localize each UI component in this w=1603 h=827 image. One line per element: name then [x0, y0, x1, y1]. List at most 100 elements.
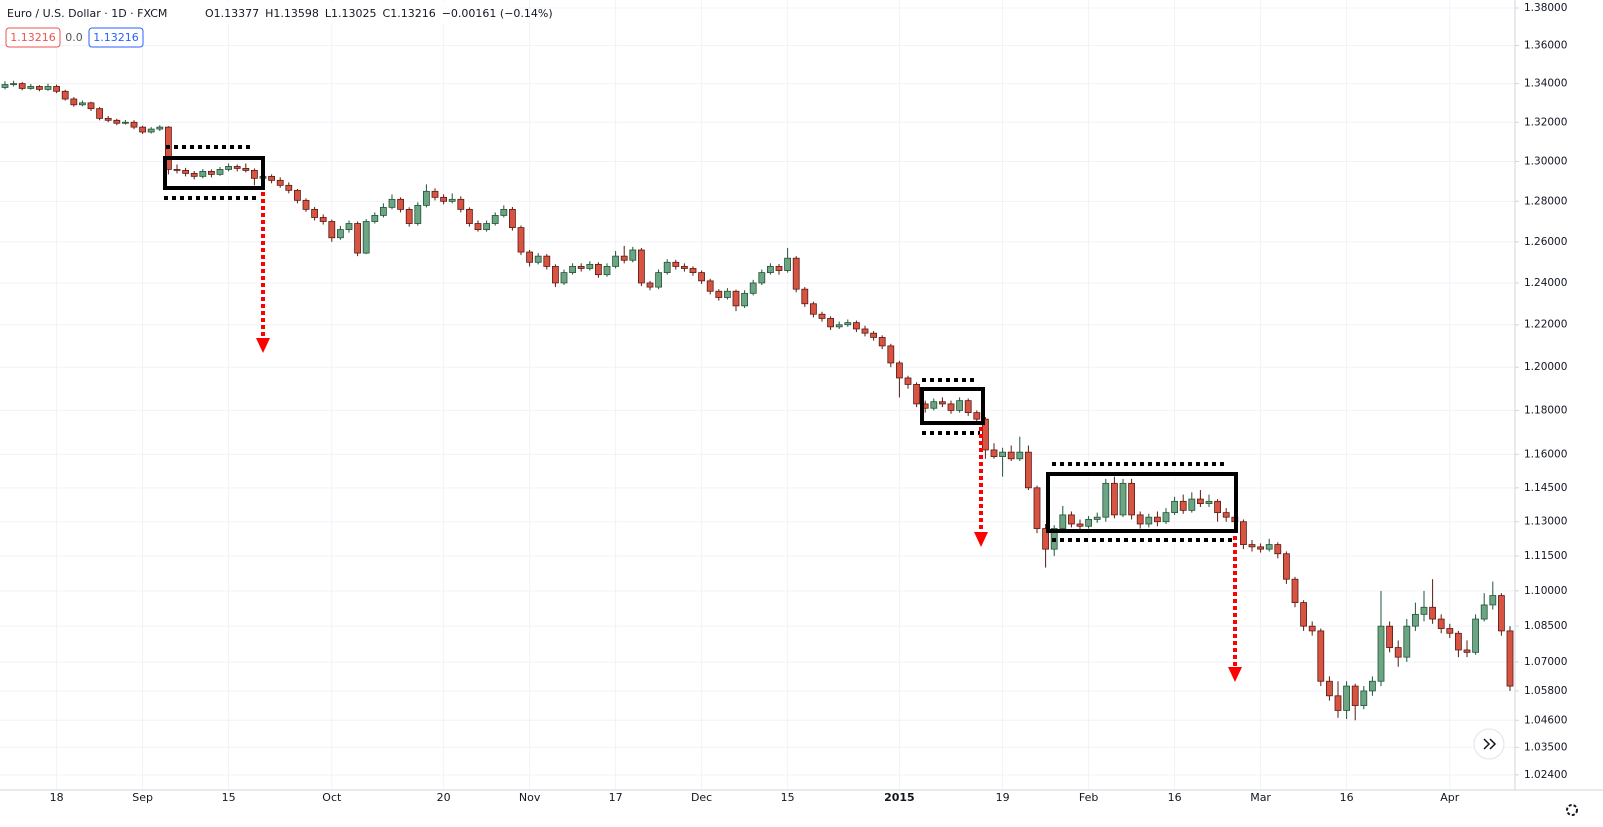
y-tick-label: 1.03500 [1524, 741, 1567, 753]
candle-body [792, 257, 800, 290]
candle-body [827, 318, 834, 328]
x-tick-label: Dec [691, 791, 712, 804]
candle-body [672, 261, 680, 267]
readout-value: O1.13377 [205, 7, 259, 20]
axes: 1.38000 1.36000 1.34000 1.32000 1.30000 1.280… [50, 2, 1568, 804]
candle-body [577, 266, 585, 269]
candle-body [1351, 685, 1359, 706]
candle-body [87, 102, 95, 110]
y-tick-label: 1.36000 [1524, 40, 1567, 52]
candle-body [431, 190, 439, 198]
candle-body [663, 261, 671, 274]
y-tick-label: 1.38000 [1524, 2, 1567, 14]
y-tick-label: 1.05800 [1524, 685, 1567, 697]
candle-body [156, 126, 164, 130]
candle-body [440, 196, 448, 202]
candle-body [1300, 602, 1307, 627]
candle-body [1102, 482, 1110, 518]
candle-body [1222, 512, 1230, 518]
x-tick-label: Apr [1440, 791, 1460, 804]
candle-body [1386, 625, 1393, 648]
candle-body [1412, 613, 1419, 627]
candle-body [681, 266, 688, 269]
candle-body [405, 208, 413, 224]
readout-value: L1.13025 [325, 7, 377, 20]
candle-body [706, 280, 714, 292]
ohlc-readout: O1.13377 H1.13598 L1.13025 C1.13216 −0.00161… [205, 7, 553, 20]
candle-body [1068, 514, 1075, 525]
candle-body [1257, 546, 1264, 550]
candle-body [1093, 516, 1101, 520]
candle-body [388, 198, 396, 208]
x-tick-label: 15 [222, 791, 236, 804]
settings-icon[interactable] [1566, 804, 1578, 816]
candle-body [715, 290, 723, 298]
candle-body [345, 223, 353, 231]
candle-body [560, 272, 568, 284]
y-tick-label: 1.11500 [1524, 550, 1567, 562]
candle-body [1455, 632, 1462, 651]
buy-badge[interactable] [88, 27, 144, 48]
candle-body [870, 332, 877, 338]
arrow-head [256, 338, 270, 353]
candle-body [947, 403, 955, 411]
candle-body [1489, 595, 1497, 606]
candle-body [354, 223, 362, 254]
candle-body [379, 206, 387, 216]
x-tick-label: Feb [1079, 791, 1098, 804]
candle-body [784, 257, 791, 271]
readout-value: C1.13216 [383, 7, 436, 20]
candle-body [1033, 487, 1041, 529]
candle-body [758, 272, 766, 284]
candle-body [268, 175, 276, 181]
y-tick-label: 1.13000 [1524, 516, 1567, 528]
candle-body [18, 83, 26, 89]
candle-body [1240, 521, 1247, 545]
candle-body [818, 313, 826, 319]
candle-body [70, 98, 78, 106]
candle-body [474, 223, 482, 231]
candle-body [491, 215, 499, 224]
y-tick-label: 1.02400 [1524, 769, 1567, 781]
y-tick-label: 1.18000 [1524, 404, 1567, 416]
candle-body [465, 208, 473, 224]
candle-body [844, 322, 852, 326]
candle-body [801, 288, 809, 305]
candle-body [500, 208, 508, 216]
candle-body [1188, 498, 1196, 511]
x-tick-label: 15 [781, 791, 795, 804]
y-tick-label: 1.26000 [1524, 236, 1567, 248]
readout-value: H1.13598 [265, 7, 319, 20]
candle-body [422, 190, 430, 206]
candle-body [861, 328, 869, 334]
x-tick-label: 18 [50, 791, 64, 804]
candle-body [1136, 514, 1144, 525]
candle-body [104, 117, 112, 121]
x-tick-label: Mar [1250, 791, 1271, 804]
candle-body [1498, 595, 1505, 632]
candle-body [225, 166, 233, 170]
x-tick-label: 16 [1168, 791, 1182, 804]
candle-body [973, 412, 981, 420]
candle-body [913, 384, 920, 405]
candle-body [939, 401, 946, 405]
y-tick-label: 1.24000 [1524, 277, 1567, 289]
x-tick-label: 2015 [884, 791, 915, 804]
candle-body [508, 208, 516, 228]
candle-body [1016, 451, 1024, 460]
x-tick-label: Nov [519, 791, 541, 804]
candle-body [749, 282, 757, 294]
candle-body [1369, 680, 1376, 692]
candle-body [233, 166, 241, 169]
candle-body [887, 345, 895, 364]
candle-body [603, 266, 611, 276]
y-tick-label: 1.34000 [1524, 78, 1567, 90]
candle-body [1042, 528, 1049, 550]
sell-badge[interactable] [5, 27, 61, 48]
candle-body [397, 198, 405, 210]
candle-body [1, 84, 9, 88]
candle-body [190, 172, 198, 177]
y-tick-label: 1.22000 [1524, 319, 1567, 331]
